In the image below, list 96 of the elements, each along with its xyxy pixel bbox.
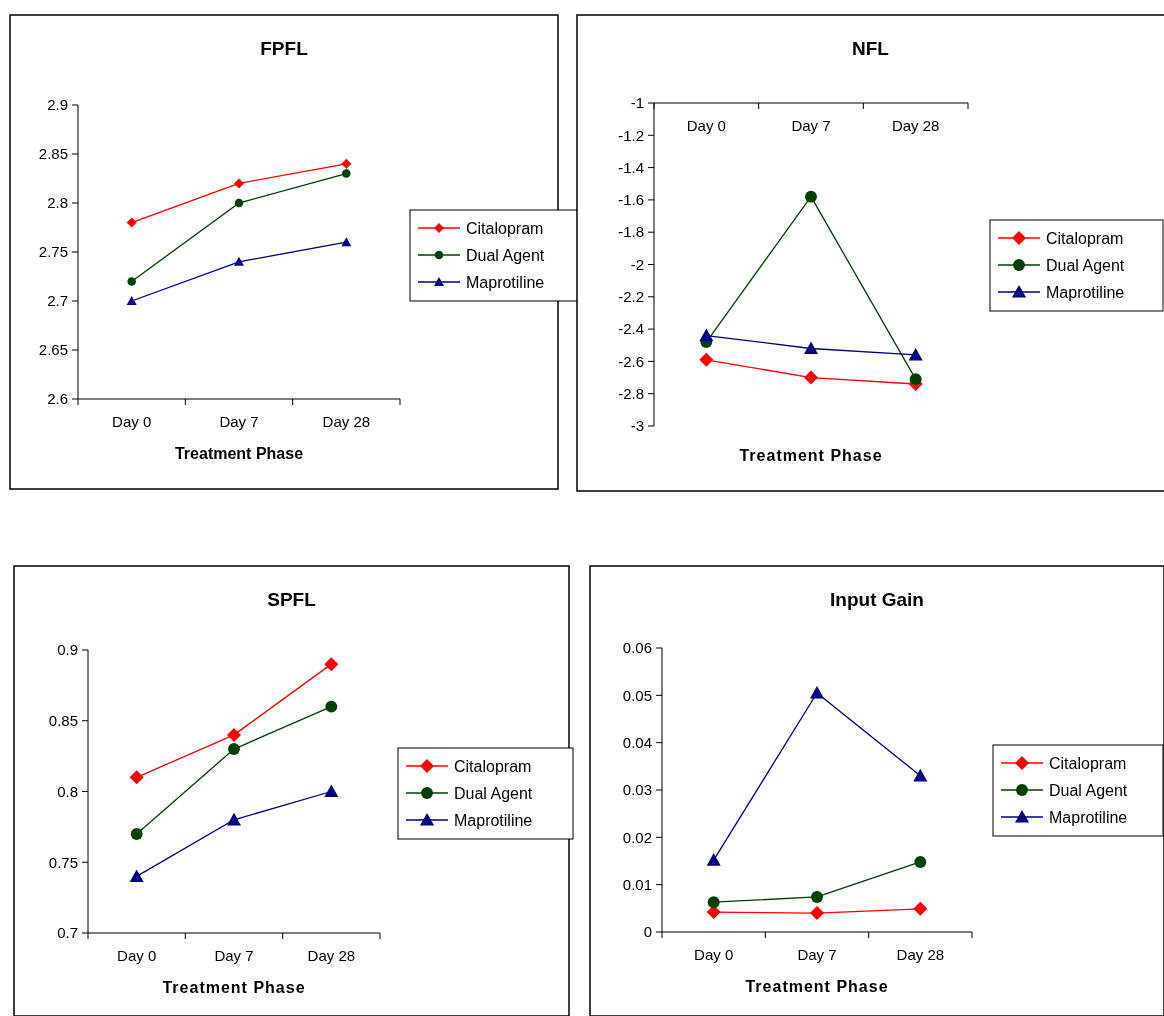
y-tick-label: -1 bbox=[630, 94, 644, 112]
y-tick-label: 0.05 bbox=[622, 686, 652, 704]
y-tick-label: 0.06 bbox=[622, 639, 652, 657]
point bbox=[126, 217, 137, 228]
point bbox=[913, 768, 928, 782]
point bbox=[129, 770, 144, 785]
y-tick-label: 2.6 bbox=[47, 390, 68, 408]
legend-label: Citalopram bbox=[466, 219, 544, 237]
y-tick-label: 0.01 bbox=[622, 875, 652, 893]
x-axis-title: Treatment Phase bbox=[162, 979, 306, 996]
y-tick-label: -3 bbox=[630, 417, 644, 435]
point bbox=[810, 906, 824, 921]
x-tick-label: Day 28 bbox=[896, 946, 945, 963]
x-tick-label: Day 7 bbox=[219, 413, 259, 430]
legend-label: Maprotiline bbox=[1046, 283, 1125, 301]
y-tick-label: 2.8 bbox=[47, 194, 68, 212]
x-axis-title: Treatment Phase bbox=[745, 978, 889, 995]
y-tick-label: 0.7 bbox=[57, 924, 78, 942]
chart-title: Input Gain bbox=[830, 589, 924, 610]
point bbox=[234, 256, 244, 266]
x-tick-label: Day 0 bbox=[694, 946, 734, 963]
point bbox=[228, 743, 240, 755]
x-tick-label: Day 7 bbox=[214, 947, 254, 964]
point bbox=[706, 905, 721, 920]
x-axis-title: Treatment Phase bbox=[739, 447, 883, 464]
x-tick-label: Day 28 bbox=[322, 413, 371, 430]
point bbox=[341, 237, 352, 247]
y-tick-label: -1.8 bbox=[618, 223, 644, 241]
point bbox=[699, 352, 714, 367]
point bbox=[127, 277, 136, 286]
y-tick-label: -2 bbox=[630, 255, 644, 273]
legend-label: Dual Agent bbox=[466, 246, 545, 264]
point bbox=[324, 784, 339, 798]
point bbox=[908, 347, 923, 361]
legend-label: Maprotiline bbox=[1049, 808, 1128, 826]
point bbox=[804, 370, 818, 385]
y-tick-label: 0.75 bbox=[48, 853, 78, 871]
y-tick-label: 0.9 bbox=[57, 641, 78, 659]
point bbox=[129, 869, 144, 882]
y-tick-label: 2.85 bbox=[38, 145, 68, 163]
point bbox=[227, 812, 241, 826]
legend-label: Maprotiline bbox=[466, 273, 545, 291]
point bbox=[914, 856, 927, 868]
y-tick-label: -2.8 bbox=[618, 384, 644, 402]
legend-label: Dual Agent bbox=[454, 784, 533, 802]
x-axis-title: Treatment Phase bbox=[174, 445, 304, 462]
y-tick-label: 2.75 bbox=[38, 243, 68, 261]
point bbox=[126, 296, 137, 305]
chart-title: FPFL bbox=[260, 38, 309, 59]
x-tick-label: Day 0 bbox=[686, 117, 726, 134]
point bbox=[805, 190, 817, 203]
point bbox=[707, 896, 720, 909]
legend-label: Citalopram bbox=[1049, 754, 1127, 772]
y-tick-label: -1.2 bbox=[618, 126, 644, 144]
y-tick-label: 0.04 bbox=[622, 733, 652, 751]
x-tick-label: Day 28 bbox=[891, 117, 940, 134]
chart-title: NFL bbox=[852, 38, 890, 59]
point bbox=[325, 700, 338, 713]
y-tick-label: 0.85 bbox=[48, 712, 78, 729]
y-tick-label: 0.03 bbox=[622, 781, 652, 799]
legend-label: Dual Agent bbox=[1046, 256, 1125, 274]
point bbox=[804, 341, 818, 355]
point bbox=[227, 727, 241, 742]
chart-title: SPFL bbox=[267, 589, 317, 610]
point bbox=[324, 657, 339, 672]
point bbox=[706, 853, 721, 866]
y-tick-label: 0 bbox=[643, 923, 652, 941]
y-tick-label: 2.65 bbox=[38, 341, 68, 359]
y-tick-label: -1.6 bbox=[618, 191, 644, 209]
y-tick-label: -2.6 bbox=[618, 352, 644, 370]
y-tick-label: 0.8 bbox=[57, 782, 78, 800]
point bbox=[234, 178, 244, 189]
point bbox=[810, 685, 824, 699]
x-tick-label: Day 0 bbox=[112, 413, 152, 430]
y-tick-label: -1.4 bbox=[618, 158, 644, 176]
x-tick-label: Day 0 bbox=[117, 947, 157, 964]
point bbox=[341, 158, 352, 169]
y-tick-label: -2.2 bbox=[618, 288, 644, 306]
legend-label: Citalopram bbox=[454, 757, 532, 775]
point bbox=[342, 169, 351, 178]
point bbox=[811, 891, 823, 903]
point bbox=[909, 373, 922, 386]
point bbox=[130, 828, 143, 840]
legend-label: Citalopram bbox=[1046, 229, 1124, 247]
legend-label: Dual Agent bbox=[1049, 781, 1128, 799]
point bbox=[699, 328, 714, 342]
y-tick-label: -2.4 bbox=[618, 320, 644, 338]
point bbox=[913, 901, 928, 916]
x-tick-label: Day 28 bbox=[307, 947, 356, 964]
y-tick-label: 2.7 bbox=[47, 292, 68, 310]
point bbox=[234, 198, 244, 208]
x-tick-label: Day 7 bbox=[797, 946, 837, 963]
x-tick-label: Day 7 bbox=[791, 117, 831, 134]
legend-label: Maprotiline bbox=[454, 811, 533, 829]
y-tick-label: 2.9 bbox=[47, 96, 68, 114]
y-tick-label: 0.02 bbox=[622, 828, 652, 846]
